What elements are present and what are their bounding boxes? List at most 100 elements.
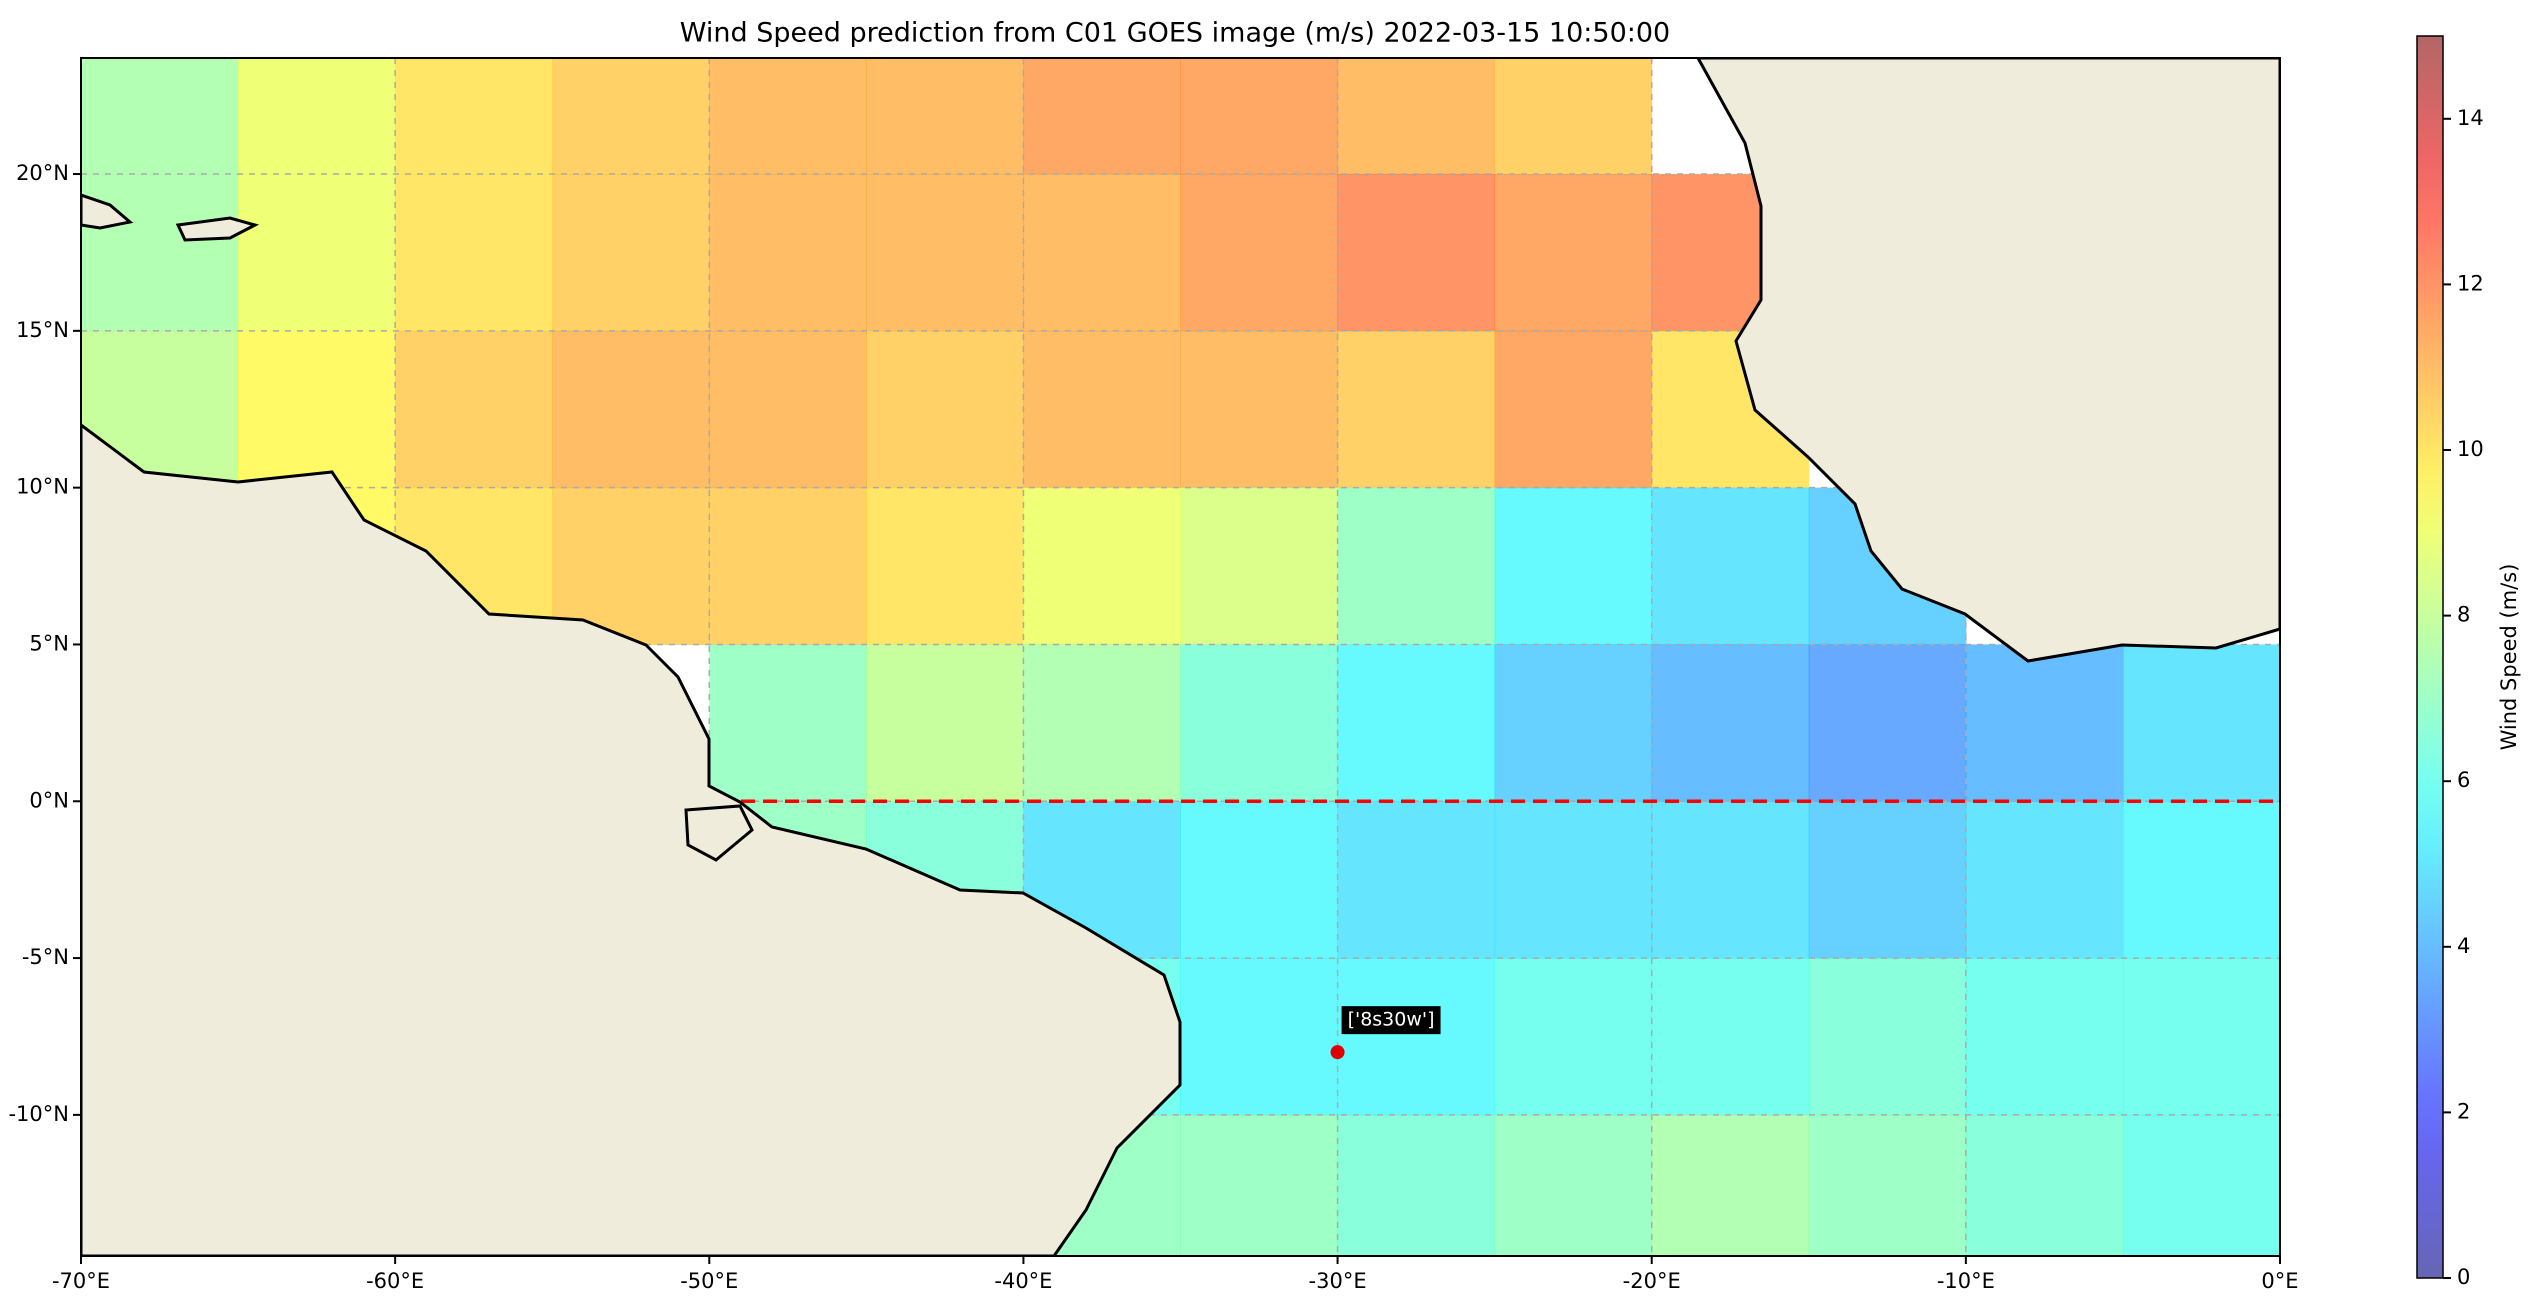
y-tick-label: 5°N xyxy=(29,631,69,655)
heatmap-cell xyxy=(1965,801,2124,959)
heatmap-cell xyxy=(395,174,553,332)
x-tick-label: -40°E xyxy=(994,1269,1052,1293)
island xyxy=(81,193,134,230)
annotation-label: ['8s30w'] xyxy=(1348,1009,1435,1031)
heatmap-cell xyxy=(1180,487,1339,645)
heatmap-cell xyxy=(709,330,867,489)
x-tick-label: -70°E xyxy=(52,1269,110,1293)
heatmap-cell xyxy=(238,174,396,332)
heatmap xyxy=(81,58,2280,1256)
heatmap-cell xyxy=(552,330,710,489)
heatmap-cell xyxy=(81,58,239,175)
heatmap-cell xyxy=(1337,330,1496,489)
heatmap-cell xyxy=(1808,958,1967,1116)
heatmap-cell xyxy=(1808,1114,1967,1256)
heatmap-cell xyxy=(1494,330,1653,489)
colorbar-tick-label: 10 xyxy=(2457,437,2484,461)
y-tick-label: 15°N xyxy=(16,318,69,342)
chart-title: Wind Speed prediction from C01 GOES imag… xyxy=(680,18,1670,49)
colorbar-tick-label: 6 xyxy=(2457,768,2470,792)
heatmap-cell xyxy=(2122,1114,2280,1256)
africa xyxy=(1696,58,2280,663)
heatmap-cell xyxy=(709,644,867,802)
annotation-point xyxy=(1330,1045,1345,1060)
heatmap-cell xyxy=(866,487,1024,645)
heatmap-cell xyxy=(1337,174,1496,332)
heatmap-cell xyxy=(238,330,396,489)
heatmap-cell xyxy=(1337,958,1496,1116)
heatmap-cell xyxy=(1180,1114,1339,1256)
island xyxy=(684,804,754,862)
heatmap-cell xyxy=(1180,801,1339,959)
heatmap-cell xyxy=(1337,801,1496,959)
heatmap-cell xyxy=(1965,644,2124,802)
heatmap-cell xyxy=(1180,174,1339,332)
heatmap-cell xyxy=(81,174,239,332)
heatmap-cell xyxy=(1494,1114,1653,1256)
x-tick-label: 0°E xyxy=(2261,1269,2298,1293)
heatmap-cell xyxy=(1651,801,1810,959)
heatmap-cell xyxy=(866,330,1024,489)
heatmap-cell xyxy=(1023,174,1181,332)
x-tick-label: -30°E xyxy=(1309,1269,1367,1293)
heatmap-cell xyxy=(709,174,867,332)
colorbar-tick-label: 12 xyxy=(2457,271,2484,295)
heatmap-cell xyxy=(1180,644,1339,802)
x-tick-label: -20°E xyxy=(1623,1269,1681,1293)
y-tick-label: -5°N xyxy=(22,945,69,969)
heatmap-cell xyxy=(1965,958,2124,1116)
heatmap-cell xyxy=(395,58,553,175)
heatmap-cell xyxy=(1337,1114,1496,1256)
heatmap-cell xyxy=(709,58,867,175)
x-tick-label: -10°E xyxy=(1937,1269,1995,1293)
x-tick-label: -60°E xyxy=(366,1269,424,1293)
y-tick-label: -10°N xyxy=(8,1102,69,1126)
heatmap-cell xyxy=(1494,801,1653,959)
heatmap-cell xyxy=(395,330,553,489)
heatmap-cell xyxy=(1494,958,1653,1116)
heatmap-cell xyxy=(1651,487,1810,645)
colorbar-tick-label: 14 xyxy=(2457,106,2484,130)
heatmap-cell xyxy=(1337,644,1496,802)
heatmap-cell xyxy=(1023,487,1181,645)
colorbar-tick-label: 8 xyxy=(2457,603,2470,627)
colorbar-scale xyxy=(2416,35,2444,1279)
heatmap-cell xyxy=(1651,958,1810,1116)
heatmap-cell xyxy=(1023,330,1181,489)
heatmap-cell xyxy=(709,487,867,645)
annotation: ['8s30w'] xyxy=(1330,1006,1441,1060)
heatmap-cell xyxy=(866,174,1024,332)
y-tick-label: 20°N xyxy=(16,161,69,185)
heatmap-cell xyxy=(552,174,710,332)
annotation-box xyxy=(1341,1006,1441,1035)
heatmap-cell xyxy=(866,58,1024,175)
y-tick-label: 0°N xyxy=(29,788,69,812)
heatmap-cell xyxy=(1023,644,1181,802)
heatmap-cell xyxy=(1337,487,1496,645)
heatmap-cell xyxy=(1180,958,1339,1116)
colorbar-label: Wind Speed (m/s) xyxy=(2497,564,2521,751)
heatmap-cell xyxy=(2122,644,2280,802)
heatmap-cell xyxy=(1337,58,1496,175)
heatmap-cell xyxy=(866,644,1024,802)
colorbar-tick-label: 2 xyxy=(2457,1099,2470,1123)
heatmap-cell xyxy=(1651,1114,1810,1256)
heatmap-cell xyxy=(1651,644,1810,802)
island xyxy=(175,216,260,242)
heatmap-cell xyxy=(1494,644,1653,802)
south-america xyxy=(81,423,1182,1256)
heatmap-cell xyxy=(1180,58,1339,175)
axes: -70°E -60°E -50°E -40°E -30°E -20°E -10°E 0°E -1… xyxy=(8,161,2298,1293)
colorbar-tick-label: 0 xyxy=(2457,1265,2470,1289)
heatmap-cell xyxy=(1023,58,1181,175)
heatmap-cell xyxy=(1180,330,1339,489)
heatmap-cell xyxy=(2122,801,2280,959)
heatmap-cell xyxy=(1965,1114,2124,1256)
heatmap-cell xyxy=(238,58,396,175)
colorbar-tick-label: 4 xyxy=(2457,934,2470,958)
x-tick-label: -50°E xyxy=(680,1269,738,1293)
heatmap-cell xyxy=(1808,644,1967,802)
heatmap-cell xyxy=(1494,487,1653,645)
